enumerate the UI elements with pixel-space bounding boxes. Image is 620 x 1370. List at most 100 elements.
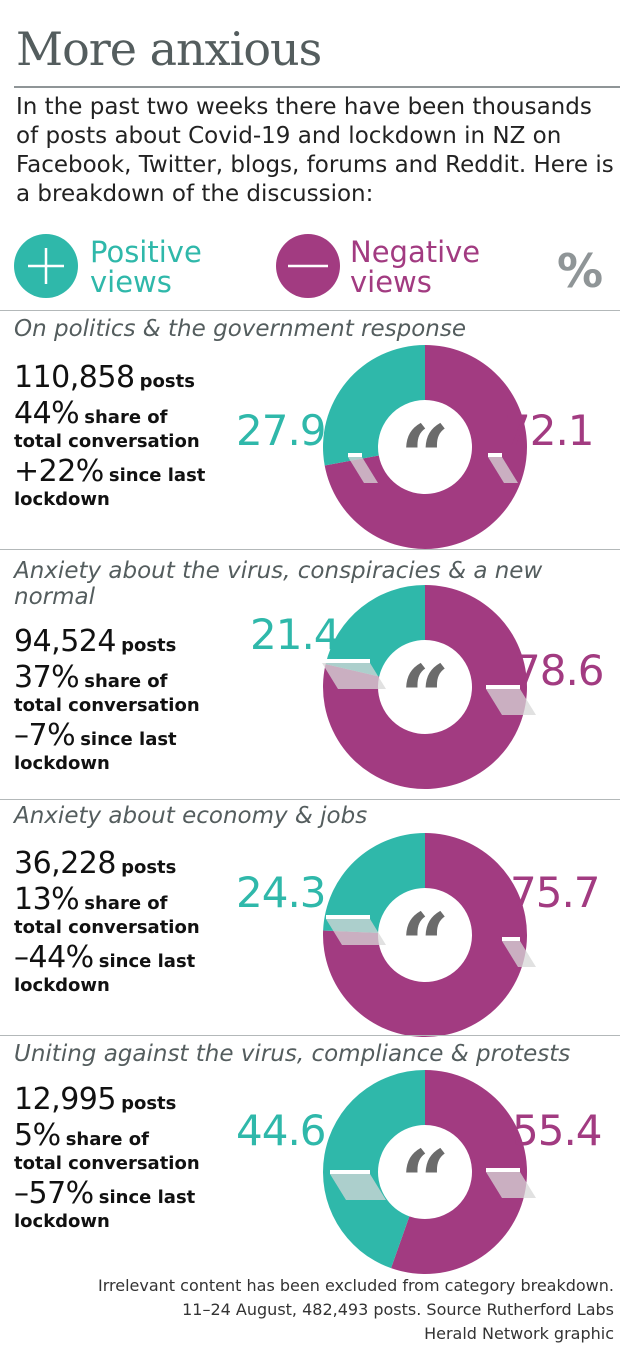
minus-icon xyxy=(276,234,340,298)
footer-note: Irrelevant content has been excluded fro… xyxy=(98,1276,614,1295)
posts-row: 36,228 posts xyxy=(14,846,244,881)
section-stats: 36,228 posts 13% share of total conversati… xyxy=(14,846,244,997)
positive-slice xyxy=(325,585,425,677)
legend-positive: Positive views xyxy=(90,237,202,297)
share-label-2: total conversation xyxy=(14,917,200,938)
quote-icon: “ xyxy=(400,1132,449,1233)
change-value: –44% xyxy=(14,940,94,975)
section-stats: 12,995 posts 5% share of total conversatio… xyxy=(14,1082,244,1233)
negative-value: 72.1 xyxy=(504,406,595,455)
section-title: Anxiety about the virus, conspiracies & … xyxy=(14,558,543,610)
percent-label: % xyxy=(557,244,604,298)
share-value: 37% xyxy=(14,660,80,695)
section-title: Uniting against the virus, compliance & … xyxy=(14,1041,571,1067)
legend-negative-line2: views xyxy=(350,265,432,299)
posts-row: 94,524 posts xyxy=(14,624,244,659)
donut-chart: “ xyxy=(230,345,620,585)
positive-leader-shadow xyxy=(326,919,386,945)
negative-slice xyxy=(391,1070,527,1274)
section-title: Anxiety about economy & jobs xyxy=(14,803,368,829)
change-row: –44% since last lockdown xyxy=(14,943,244,997)
donut-svg: “ xyxy=(323,1070,536,1274)
share-row: 44% share of total conversation xyxy=(14,399,244,453)
title-rule xyxy=(14,86,620,88)
share-label-2: total conversation xyxy=(14,1153,200,1174)
quote-icon: “ xyxy=(400,895,449,996)
change-label: since last xyxy=(108,465,206,486)
footer-source: 11–24 August, 482,493 posts. Source Ruth… xyxy=(182,1300,614,1319)
legend-positive-line1: Positive xyxy=(90,235,202,269)
section-stats: 110,858 posts 44% share of total conversat… xyxy=(14,360,244,511)
share-label: share of xyxy=(84,893,168,914)
change-value: +22% xyxy=(14,454,104,489)
positive-value: 21.4 xyxy=(250,610,341,659)
share-label-2: total conversation xyxy=(14,431,200,452)
share-value: 44% xyxy=(14,396,80,431)
change-label: since last xyxy=(98,1187,196,1208)
change-label-2: lockdown xyxy=(14,753,110,774)
posts-value: 94,524 xyxy=(14,624,116,659)
share-label: share of xyxy=(84,407,168,428)
positive-slice xyxy=(323,345,425,466)
footer: Irrelevant content has been excluded fro… xyxy=(4,1274,614,1346)
negative-value: 78.6 xyxy=(514,646,605,695)
negative-leader-shadow xyxy=(486,689,536,715)
change-label: since last xyxy=(80,729,177,750)
change-label-2: lockdown xyxy=(14,489,110,510)
posts-row: 12,995 posts xyxy=(14,1082,244,1117)
change-label-2: lockdown xyxy=(14,1211,110,1232)
quote-icon: “ xyxy=(400,407,449,508)
posts-label: posts xyxy=(121,1093,177,1114)
legend-positive-line2: views xyxy=(90,265,172,299)
negative-value: 55.4 xyxy=(512,1106,603,1155)
posts-value: 36,228 xyxy=(14,846,116,881)
intro-text: In the past two weeks there have been th… xyxy=(16,94,614,207)
change-label: since last xyxy=(98,951,196,972)
legend-negative-line1: Negative xyxy=(350,235,481,269)
change-value: –7% xyxy=(14,718,76,753)
change-value: –57% xyxy=(14,1176,94,1211)
change-row: +22% since last lockdown xyxy=(14,457,244,511)
negative-leader-shadow xyxy=(488,457,518,483)
legend-negative: Negative views xyxy=(350,237,480,297)
share-row: 5% share of total conversation xyxy=(14,1121,244,1175)
share-label: share of xyxy=(65,1129,149,1150)
section-stats: 94,524 posts 37% share of total conversati… xyxy=(14,624,244,775)
negative-value: 75.7 xyxy=(510,868,601,917)
share-value: 5% xyxy=(14,1118,61,1153)
section-title: On politics & the government response xyxy=(14,316,466,342)
negative-slice xyxy=(324,345,527,549)
donut-svg: “ xyxy=(322,585,536,789)
posts-label: posts xyxy=(121,635,177,656)
footer-credit: Herald Network graphic xyxy=(424,1324,614,1343)
positive-value: 44.6 xyxy=(236,1106,327,1155)
donut-svg: “ xyxy=(323,833,536,1037)
donut-svg: “ xyxy=(323,345,527,549)
change-label-2: lockdown xyxy=(14,975,110,996)
section-divider xyxy=(0,799,620,800)
positive-value: 27.9 xyxy=(236,406,327,455)
posts-label: posts xyxy=(121,857,177,878)
donut-chart: “ xyxy=(230,1070,620,1310)
positive-slice xyxy=(323,833,425,933)
donut-chart: “ xyxy=(230,585,620,825)
share-label-2: total conversation xyxy=(14,695,200,716)
positive-leader-shadow xyxy=(322,663,386,689)
posts-value: 110,858 xyxy=(14,360,135,395)
negative-slice xyxy=(323,585,527,789)
negative-slice xyxy=(323,833,527,1037)
section-divider xyxy=(0,1035,620,1036)
posts-label: posts xyxy=(139,371,195,392)
posts-row: 110,858 posts xyxy=(14,360,244,395)
negative-leader-shadow xyxy=(486,1172,536,1198)
positive-slice xyxy=(323,1070,425,1269)
page-title: More anxious xyxy=(16,22,322,76)
section-divider xyxy=(0,549,620,550)
positive-leader-shadow xyxy=(330,1174,386,1200)
share-row: 37% share of total conversation xyxy=(14,663,244,717)
change-row: –7% since last lockdown xyxy=(14,721,244,775)
share-value: 13% xyxy=(14,882,80,917)
positive-value: 24.3 xyxy=(236,868,327,917)
posts-value: 12,995 xyxy=(14,1082,116,1117)
positive-leader-shadow xyxy=(348,457,378,483)
